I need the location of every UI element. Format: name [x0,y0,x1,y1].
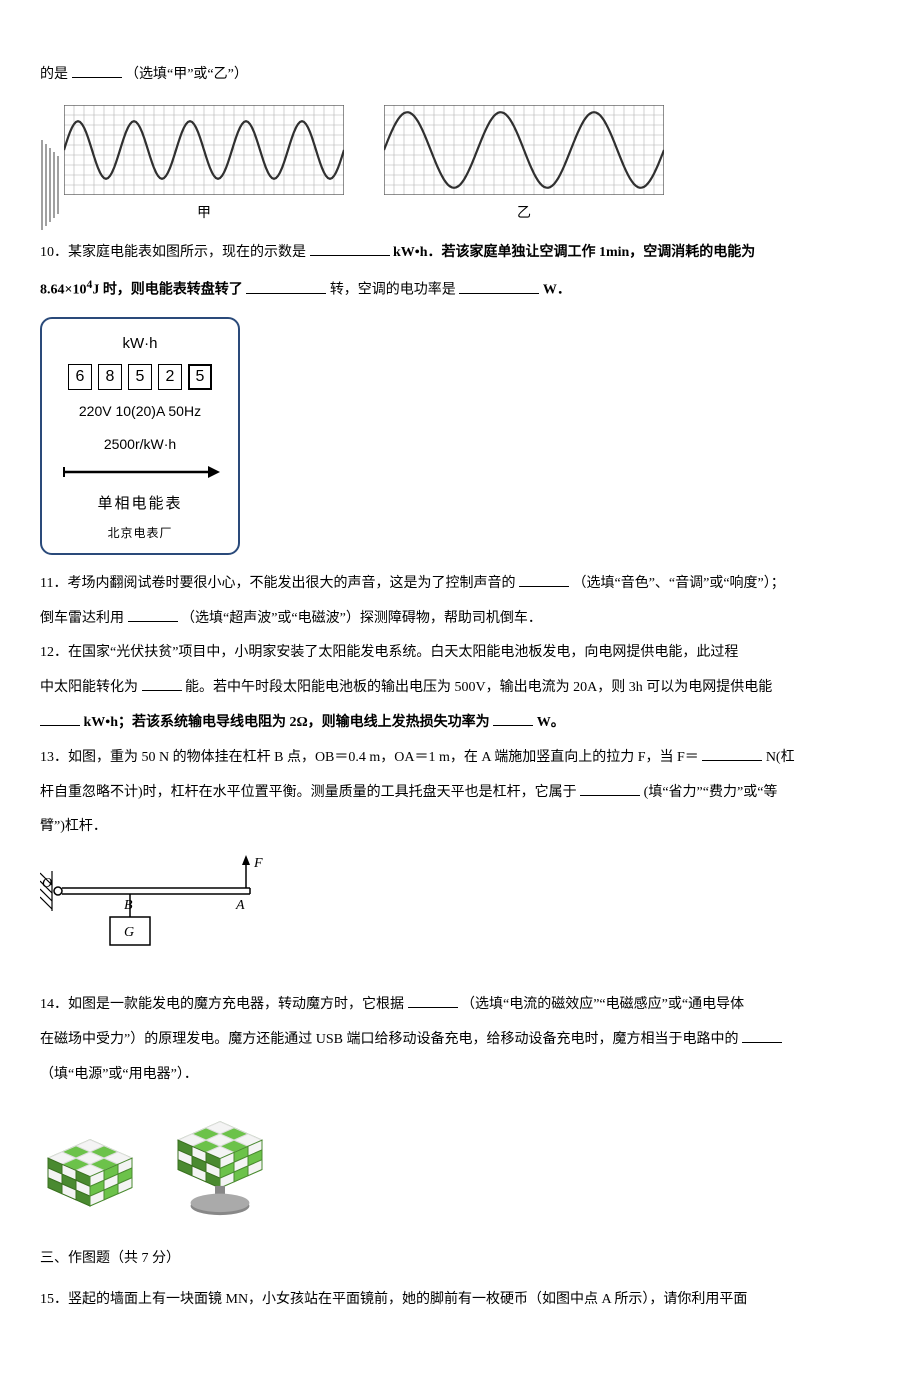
text: 11．考场内翻阅试卷时要很小心，不能发出很大的声音，这是为了控制声音的 [40,576,515,591]
q12-line2: 中太阳能转化为 能。若中午时段太阳能电池板的输出电压为 500V，输出电流为 2… [40,673,880,704]
meter-digit: 2 [158,364,182,390]
label-B: B [124,898,133,913]
text: （选填“甲”或“乙”） [125,67,248,82]
label-F: F [253,856,263,871]
label-yi: 乙 [517,199,531,230]
text: 倒车雷达利用 [40,611,124,626]
q11-line2: 倒车雷达利用 （选填“超声波”或“电磁波”）探测障碍物，帮助司机倒车． [40,604,880,635]
text: N(杠 [766,750,795,765]
meter-maker: 北京电表厂 [52,520,228,546]
text: kW•h；若该系统输电导线电阻为 2Ω，则输电线上发热损失功率为 [84,715,490,730]
blank[interactable] [742,1029,782,1043]
wave-yi-grid [384,105,664,195]
text: （选填“音色”、“音调”或“响度”）； [572,576,784,591]
lever-figure: F G O B A [40,853,880,976]
text: 14．如图是一款能发电的魔方充电器，转动魔方时，它根据 [40,997,404,1012]
meter-digit-last: 5 [188,364,212,390]
energy-meter: kW·h 6 8 5 2 5 220V 10(20)A 50Hz 2500r/k… [40,317,240,555]
q15-line1: 15．竖起的墙面上有一块面镜 MN，小女孩站在平面镜前，她的脚前有一枚硬币（如图… [40,1285,880,1316]
q13-line1: 13．如图，重为 50 N 的物体挂在杠杆 B 点，OB＝0.4 m，OA＝1 … [40,743,880,774]
label-jia: 甲 [197,199,211,230]
q13-line3: 臂”)杠杆． [40,812,880,843]
meter-digits: 6 8 5 2 5 [52,364,228,390]
label-G: G [124,925,134,940]
text: 臂”)杠杆． [40,819,107,834]
text: W。 [537,715,565,730]
meter-rev: 2500r/kW·h [52,429,228,460]
blank[interactable] [142,677,182,691]
q10-line2: 8.64×104J 时，则电能表转盘转了 转，空调的电功率是 W． [40,272,880,306]
q14-line1: 14．如图是一款能发电的魔方充电器，转动魔方时，它根据 （选填“电流的磁效应”“… [40,990,880,1021]
blank[interactable] [408,994,458,1008]
meter-spec: 220V 10(20)A 50Hz [52,396,228,427]
text: 杆自重忽略不计)时，杠杆在水平位置平衡。测量质量的工具托盘天平也是杠杆，它属于 [40,785,577,800]
blank[interactable] [72,64,122,78]
text: 10．某家庭电能表如图所示，现在的示数是 [40,245,306,260]
text: 8.64×10 [40,283,86,298]
q13-line2: 杆自重忽略不计)时，杠杆在水平位置平衡。测量质量的工具托盘天平也是杠杆，它属于 … [40,778,880,809]
blank[interactable] [40,712,80,726]
text: （填“电源”或“用电器”）． [40,1067,198,1082]
text: 转，空调的电功率是 [330,283,456,298]
meter-arrow-icon [52,463,228,481]
text: J 时，则电能表转盘转了 [92,283,243,298]
q14-line2: 在磁场中受力”）的原理发电。魔方还能通过 USB 端口给移动设备充电，给移动设备… [40,1025,880,1056]
meter-digit: 5 [128,364,152,390]
q-intro-line: 的是 （选填“甲”或“乙”） [40,60,880,91]
tuning-fork-icon [40,140,64,230]
meter-digit: 8 [98,364,122,390]
q14-line3: （填“电源”或“用电器”）． [40,1060,880,1091]
meter-name: 单相电能表 [52,487,228,520]
blank[interactable] [519,573,569,587]
text: （选填“超声波”或“电磁波”）探测障碍物，帮助司机倒车． [181,611,542,626]
blank[interactable] [310,242,390,256]
text: 13．如图，重为 50 N 的物体挂在杠杆 B 点，OB＝0.4 m，OA＝1 … [40,750,699,765]
q11-line1: 11．考场内翻阅试卷时要很小心，不能发出很大的声音，这是为了控制声音的 （选填“… [40,569,880,600]
blank[interactable] [493,712,533,726]
wave-jia-grid [64,105,344,195]
blank[interactable] [702,747,762,761]
text: W． [543,283,571,298]
text: 中太阳能转化为 [40,680,138,695]
blank[interactable] [459,280,539,294]
text: 在磁场中受力”）的原理发电。魔方还能通过 USB 端口给移动设备充电，给移动设备… [40,1032,738,1047]
text: 15．竖起的墙面上有一块面镜 MN，小女孩站在平面镜前，她的脚前有一枚硬币（如图… [40,1292,747,1307]
text: 的是 [40,67,68,82]
q12-line3: kW•h；若该系统输电导线电阻为 2Ω，则输电线上发热损失功率为 W。 [40,708,880,739]
section-3-title: 三、作图题（共 7 分） [40,1244,880,1275]
text: kW•h．若该家庭单独让空调工作 1min，空调消耗的电能为 [393,245,755,260]
text: (填“省力”“费力”或“等 [644,785,778,800]
q12-line1: 12．在国家“光伏扶贫”项目中，小明家安装了太阳能发电系统。白天太阳能电池板发电… [40,638,880,669]
text: 12．在国家“光伏扶贫”项目中，小明家安装了太阳能发电系统。白天太阳能电池板发电… [40,645,738,660]
blank[interactable] [128,608,178,622]
q10-line1: 10．某家庭电能表如图所示，现在的示数是 kW•h．若该家庭单独让空调工作 1m… [40,238,880,269]
blank[interactable] [580,782,640,796]
text: （选填“电流的磁效应”“电磁感应”或“通电导体 [461,997,744,1012]
meter-unit: kW·h [52,327,228,360]
waveforms-row: 甲 乙 [40,105,880,230]
meter-digit: 6 [68,364,92,390]
rubiks-cube-stand-icon [170,1104,280,1224]
label-A: A [235,898,245,913]
cube-figures [40,1104,880,1224]
label-O: O [42,876,52,891]
rubiks-cube-icon [40,1109,150,1219]
blank[interactable] [246,280,326,294]
text: 能。若中午时段太阳能电池板的输出电压为 500V，输出电流为 20A，则 3h … [185,680,772,695]
